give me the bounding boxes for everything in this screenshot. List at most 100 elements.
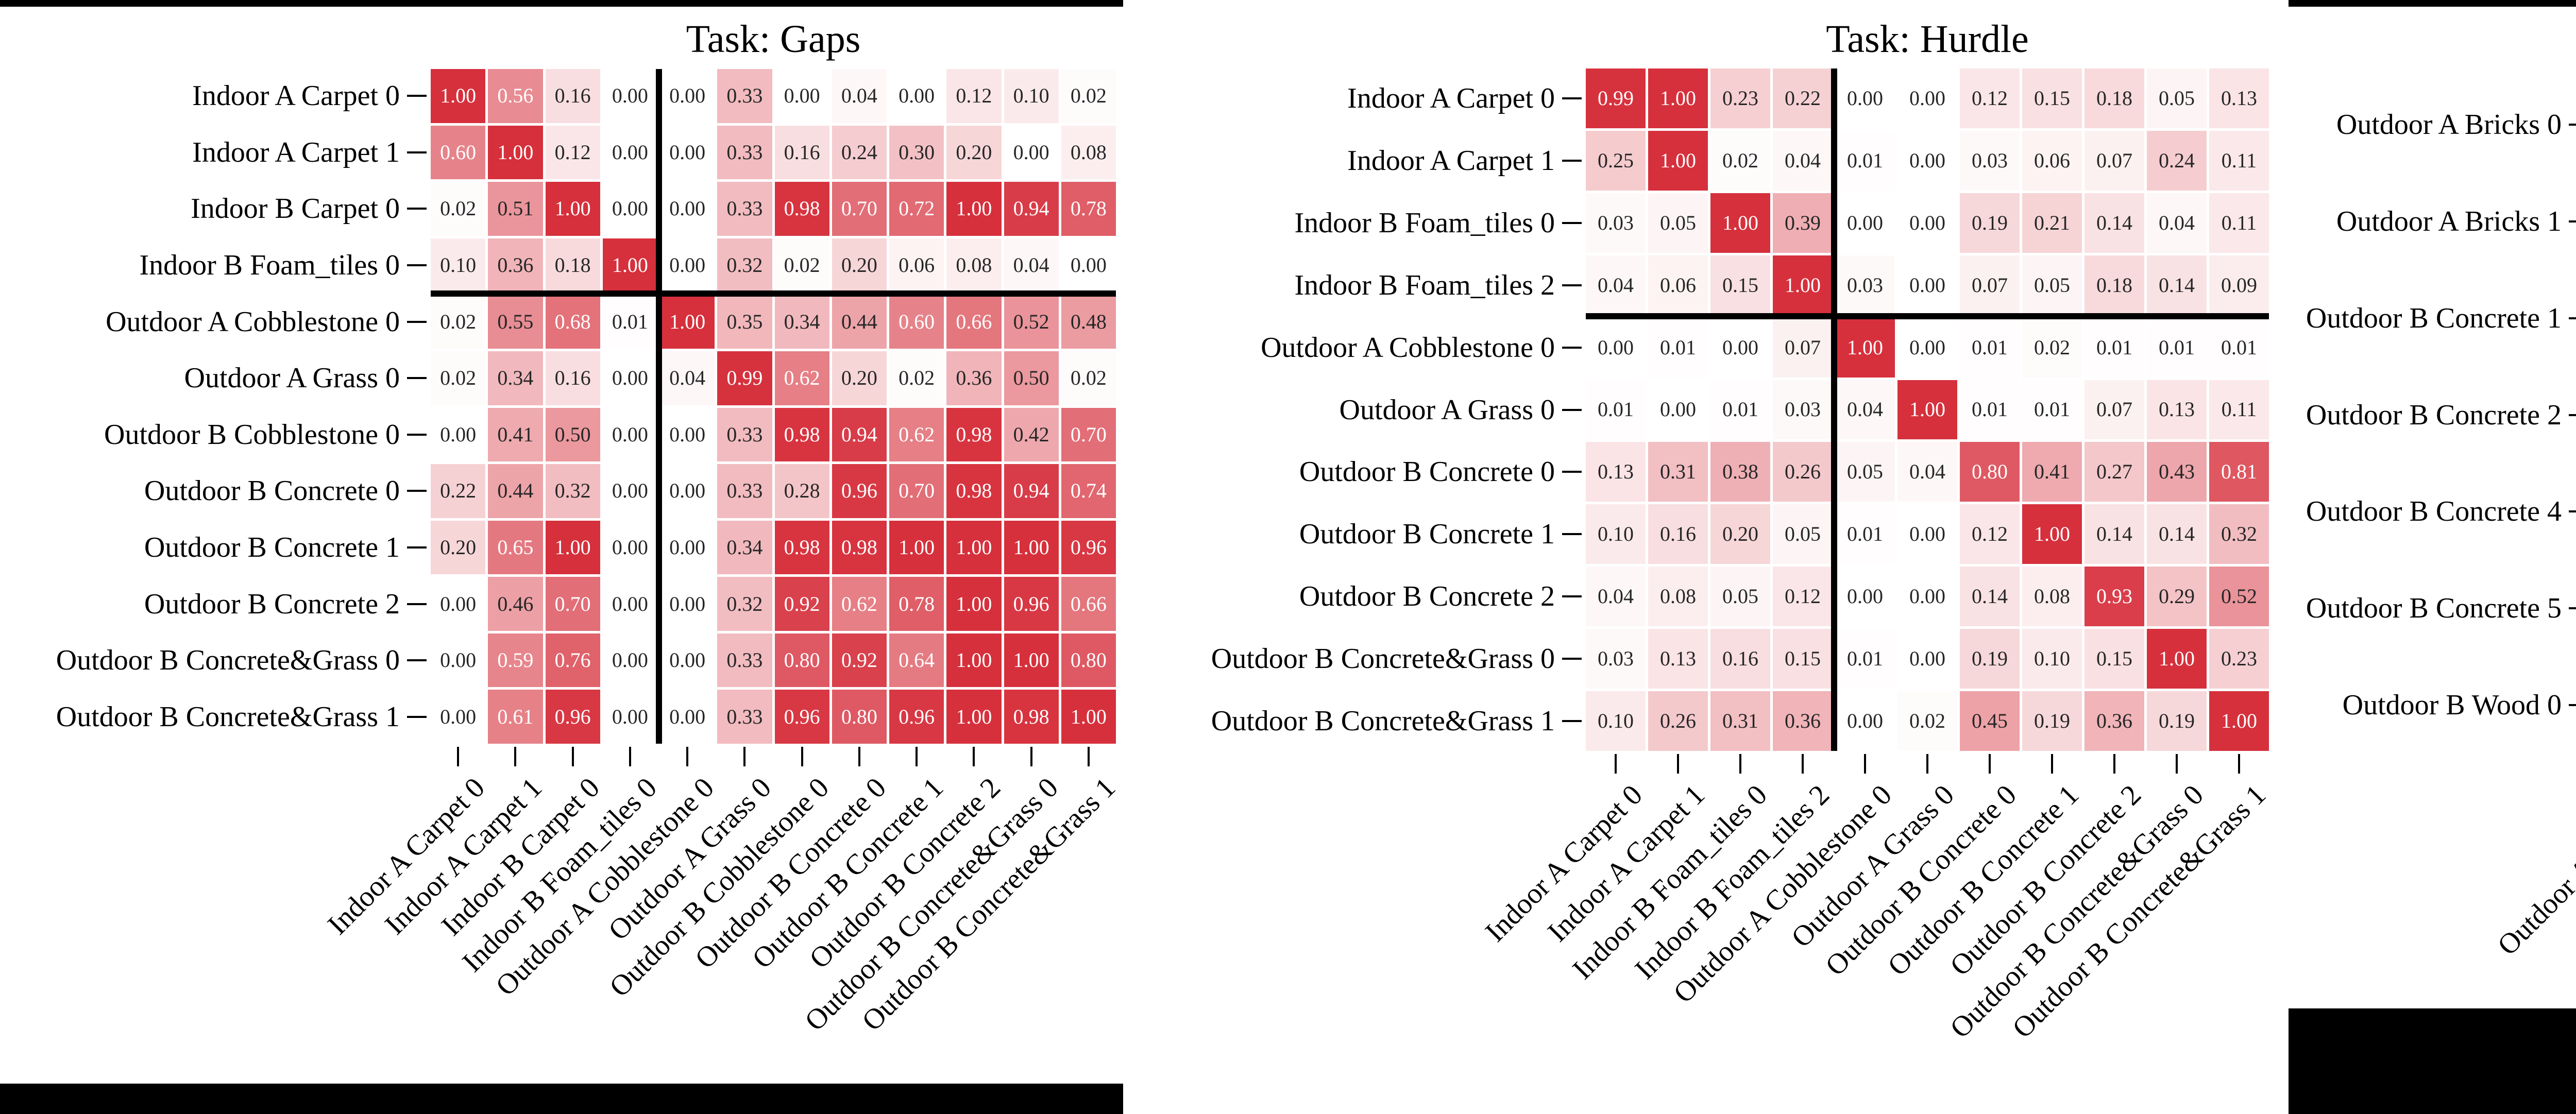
- heatmap-cell: 0.66: [1061, 577, 1116, 631]
- y-tick-mark: [407, 433, 427, 436]
- chart-title-gaps: Task: Gaps: [686, 18, 861, 61]
- heatmap-cell: 0.81: [2209, 442, 2269, 502]
- heatmap-cell: 0.01: [2022, 380, 2082, 440]
- heatmap-cell: 0.16: [1648, 504, 1708, 564]
- heatmap-cell: 0.02: [1897, 691, 1957, 751]
- heatmap-cell: 0.92: [832, 633, 887, 688]
- heatmap-cell: 1.00: [1897, 380, 1957, 440]
- heatmap-cell: 0.72: [889, 182, 944, 236]
- heatmap-cell: 0.32: [717, 577, 772, 631]
- heatmap-cell: 1.00: [431, 69, 486, 123]
- heatmap-cell: 1.00: [1710, 193, 1770, 253]
- heatmap-cell: 0.32: [2209, 504, 2269, 564]
- row-label: Outdoor A Grass 0: [1339, 393, 1555, 426]
- y-tick-mark: [1562, 97, 1582, 99]
- heatmap-cell: 0.78: [1061, 182, 1116, 236]
- heatmap-cell: 0.02: [889, 351, 944, 405]
- heatmap-cell: 0.48: [1061, 295, 1116, 349]
- heatmap-cell: 0.70: [832, 182, 887, 236]
- heatmap-cell: 0.99: [1586, 68, 1646, 128]
- heatmap-cell: 1.00: [1061, 690, 1116, 744]
- heatmap-cell: 0.36: [946, 351, 1002, 405]
- heatmap-cell: 0.36: [2084, 691, 2144, 751]
- x-tick-mark: [1864, 754, 1866, 774]
- heatmap-cell: 0.00: [602, 690, 657, 744]
- y-tick-mark: [1562, 533, 1582, 536]
- heatmap-cell: 0.55: [488, 295, 543, 349]
- row-label: Outdoor B Concrete 1: [1299, 518, 1555, 551]
- y-tick-mark: [1562, 595, 1582, 598]
- y-tick-mark: [407, 151, 427, 153]
- heatmap-cell: 0.44: [832, 295, 887, 349]
- heatmap-cell: 0.18: [2084, 255, 2144, 315]
- heatmap-cell: 0.06: [2022, 130, 2082, 191]
- heatmap-cell: 0.00: [431, 633, 486, 688]
- heatmap-cell: 0.05: [1710, 567, 1770, 627]
- row-label: Outdoor B Concrete&Grass 1: [1211, 705, 1555, 738]
- x-tick-mark: [514, 747, 517, 766]
- heatmap-cell: 0.33: [717, 182, 772, 236]
- heatmap-cell: 0.08: [2022, 567, 2082, 627]
- y-tick-mark: [1562, 720, 1582, 723]
- heatmap-cell: 0.00: [660, 520, 715, 575]
- y-tick-mark: [2569, 124, 2576, 126]
- heatmap-cell: 0.02: [431, 351, 486, 405]
- heatmap-cell: 0.20: [431, 520, 486, 575]
- row-label: Outdoor B Cobblestone 0: [104, 418, 400, 451]
- horizontal-divider: [1586, 313, 2269, 320]
- panel-task-stairs: Task: Stairs 0.970.410.010.070.160.030.0…: [2289, 7, 2576, 1008]
- x-tick-mark: [1030, 747, 1032, 766]
- heatmap-cell: 0.00: [1586, 317, 1646, 378]
- row-label: Indoor A Carpet 1: [192, 136, 400, 168]
- heatmap-cell: 0.01: [1960, 317, 2020, 378]
- heatmap-cell: 0.34: [717, 520, 772, 575]
- heatmap-cell: 0.33: [717, 69, 772, 123]
- heatmap-cell: 0.78: [889, 577, 944, 631]
- heatmap-cell: 0.11: [2209, 193, 2269, 253]
- heatmap-cell: 0.00: [602, 351, 657, 405]
- heatmap-cell: 0.99: [717, 351, 772, 405]
- heatmap-cell: 0.00: [1897, 504, 1957, 564]
- heatmap-cell: 0.16: [545, 69, 600, 123]
- heatmap-cell: 0.96: [889, 690, 944, 744]
- y-tick-mark: [2569, 317, 2576, 319]
- row-label: Outdoor B Concrete 5: [2306, 592, 2562, 624]
- heatmap-cell: 0.00: [660, 464, 715, 518]
- heatmap-cell: 0.00: [602, 182, 657, 236]
- heatmap-cell: 0.41: [488, 407, 543, 462]
- heatmap-cell: 0.16: [1710, 629, 1770, 689]
- heatmap-cell: 0.00: [660, 69, 715, 123]
- heatmap-cell: 0.07: [2084, 380, 2144, 440]
- heatmap-cell: 0.35: [717, 295, 772, 349]
- heatmap-cell: 0.11: [2209, 380, 2269, 440]
- y-tick-mark: [407, 659, 427, 662]
- heatmap-cell: 0.00: [889, 69, 944, 123]
- heatmap-cell: 0.31: [1648, 442, 1708, 502]
- heatmap-cell: 0.68: [545, 295, 600, 349]
- heatmap-cell: 1.00: [946, 690, 1002, 744]
- x-tick-mark: [1926, 754, 1928, 774]
- heatmap-cell: 0.80: [832, 690, 887, 744]
- x-tick-mark: [1677, 754, 1679, 774]
- heatmap-cell: 0.00: [602, 520, 657, 575]
- heatmap-cell: 0.60: [431, 125, 486, 180]
- heatmap-cell: 0.05: [1773, 504, 1833, 564]
- chart-title-hurdle: Task: Hurdle: [1826, 18, 2029, 61]
- heatmap-cell: 0.76: [545, 633, 600, 688]
- heatmap-cell: 0.14: [2147, 255, 2207, 315]
- heatmap-cell: 1.00: [602, 238, 657, 293]
- row-label: Outdoor A Grass 0: [184, 362, 400, 395]
- heatmap-cell: 0.00: [1897, 567, 1957, 627]
- heatmap-cell: 0.22: [431, 464, 486, 518]
- y-tick-mark: [2569, 414, 2576, 416]
- y-tick-mark: [407, 264, 427, 267]
- heatmap-cell: 0.98: [774, 407, 829, 462]
- heatmap-cell: 0.03: [1773, 380, 1833, 440]
- row-label: Indoor B Carpet 0: [191, 193, 400, 225]
- row-label: Indoor B Foam_tiles 0: [139, 249, 400, 282]
- heatmap-cell: 0.33: [717, 690, 772, 744]
- heatmap-cell: 0.33: [717, 464, 772, 518]
- heatmap-cell: 0.66: [946, 295, 1002, 349]
- heatmap-cell: 0.23: [2209, 629, 2269, 689]
